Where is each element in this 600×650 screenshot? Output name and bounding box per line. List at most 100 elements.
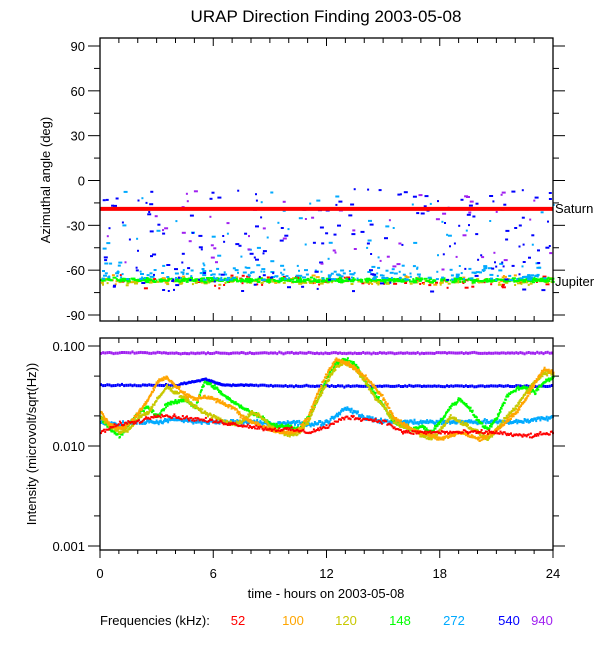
intensity-point-148 [374,391,377,394]
top-point-148 [292,278,295,281]
intensity-point-540 [307,384,310,388]
intensity-point-120 [397,423,400,425]
intensity-point-100 [252,420,254,423]
intensity-point-100 [233,406,236,409]
top-point-148 [462,280,466,283]
intensity-point-540 [498,384,501,388]
top-point-148 [211,279,214,282]
top-point-540 [360,230,365,233]
intensity-point-940 [506,351,509,355]
intensity-point-940 [320,351,323,355]
top-point-148 [519,279,522,282]
top-point-272 [342,272,346,275]
intensity-point-540 [222,383,225,387]
intensity-point-540 [171,383,174,387]
intensity-point-272 [180,419,183,423]
intensity-point-148 [350,360,353,363]
intensity-point-100 [197,397,200,400]
intensity-point-148 [532,388,534,391]
intensity-point-940 [446,351,448,355]
intensity-point-148 [337,361,340,364]
top-point-272 [333,278,336,281]
top-point-272 [376,272,379,275]
top-point-540 [380,282,384,285]
intensity-point-272 [476,422,479,426]
intensity-point-272 [409,419,412,423]
intensity-point-540 [127,383,130,387]
top-point-540 [319,226,324,229]
intensity-point-100 [230,407,233,410]
top-point-940 [464,195,469,198]
top-point-148 [266,280,271,283]
intensity-point-120 [467,424,469,427]
intensity-point-120 [541,375,544,378]
top-point-120 [253,280,258,283]
top-point-540 [172,278,175,281]
intensity-point-100 [527,394,530,397]
top-point-120 [309,282,314,284]
intensity-point-100 [363,378,366,381]
intensity-point-148 [332,366,335,369]
top-point-148 [190,276,193,279]
intensity-point-100 [322,380,325,383]
intensity-point-272 [299,421,302,425]
top-point-148 [295,280,298,283]
top-point-540 [522,243,525,246]
top-point-272 [298,217,303,220]
intensity-point-540 [404,384,407,388]
top-point-148 [338,281,343,283]
intensity-point-940 [190,351,193,355]
top-point-540 [495,265,498,268]
intensity-point-148 [517,385,520,388]
top-point-52 [446,286,449,289]
intensity-point-148 [463,401,466,404]
top-point-120 [457,281,460,284]
top-point-940 [188,240,192,243]
top-point-148 [244,278,249,280]
intensity-point-52 [182,417,185,420]
top-point-540 [147,213,152,216]
top-point-272 [320,270,323,273]
top-point-148 [295,279,300,282]
top-point-148 [522,278,527,281]
intensity-point-940 [534,351,537,355]
intensity-point-100 [342,360,345,363]
intensity-point-940 [265,351,268,355]
top-point-148 [244,280,247,283]
top-point-148 [257,281,261,283]
top-point-148 [316,281,320,283]
intensity-point-120 [427,436,430,439]
intensity-point-120 [321,391,324,394]
top-point-148 [529,280,533,283]
intensity-point-120 [148,410,151,413]
top-point-540 [141,282,146,284]
intensity-point-148 [162,409,165,412]
intensity-point-940 [282,352,285,356]
top-point-120 [478,281,481,284]
top-point-272 [327,257,330,260]
intensity-point-100 [471,436,474,439]
intensity-point-100 [106,419,109,422]
intensity-point-100 [345,361,348,364]
intensity-point-940 [200,351,203,355]
top-point-52 [462,282,465,284]
top-point-272 [379,274,383,277]
intensity-point-120 [226,420,229,423]
top-point-148 [398,279,402,282]
top-point-100 [311,274,316,277]
top-point-148 [174,278,179,281]
intensity-point-100 [332,364,335,367]
intensity-point-540 [408,383,411,387]
intensity-point-120 [201,408,204,411]
intensity-point-148 [329,370,332,373]
top-point-100 [314,281,316,284]
top-y-tick-label: -90 [66,308,85,323]
intensity-point-100 [269,429,272,432]
top-point-272 [203,264,206,267]
intensity-point-52 [159,416,162,419]
intensity-point-148 [288,426,291,429]
intensity-point-148 [497,413,500,416]
intensity-point-100 [133,417,135,420]
intensity-point-148 [450,404,453,407]
intensity-point-940 [366,351,369,355]
